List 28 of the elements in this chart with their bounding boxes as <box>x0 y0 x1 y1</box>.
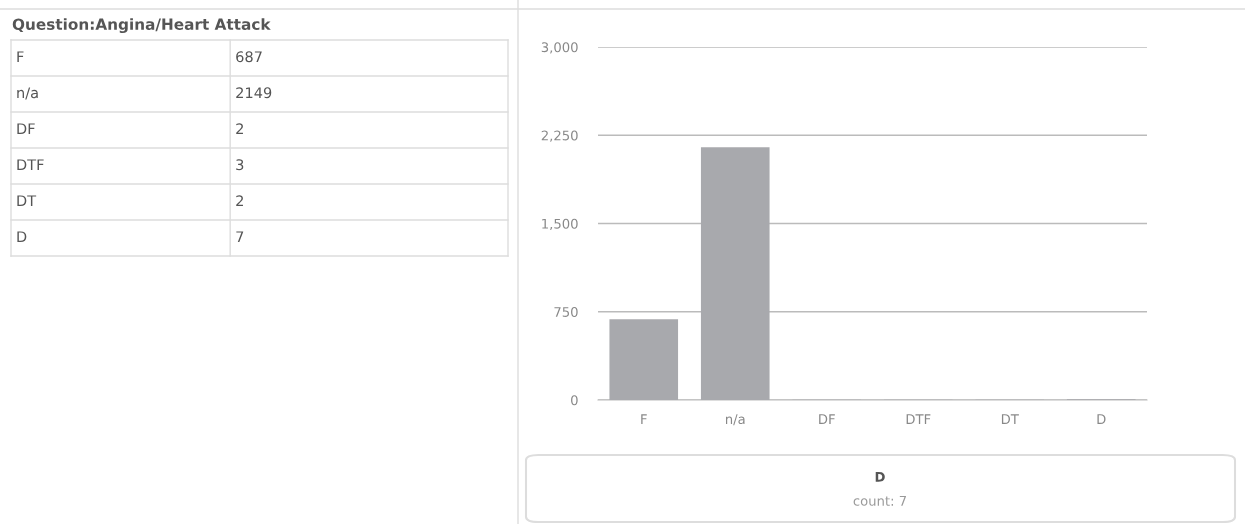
category-label: D <box>17 231 27 243</box>
data-label: 2 <box>236 195 243 207</box>
bar <box>609 319 679 400</box>
text: Question:Angina/Heart Attack <box>12 18 271 34</box>
bar <box>700 147 770 400</box>
x-tick-label: DF <box>819 414 835 424</box>
data-label: 7 <box>236 231 244 243</box>
category-label: DF <box>17 123 35 135</box>
y-tick-label: 750 <box>554 306 578 317</box>
category-label: n/a <box>17 87 38 100</box>
text: D <box>875 472 885 482</box>
y-tick-label: 0 <box>571 395 578 406</box>
text: count: 7 <box>853 496 906 506</box>
x-tick-label: DT <box>1001 414 1019 424</box>
data-label: 687 <box>236 51 262 63</box>
y-tick-label: 3,000 <box>541 42 578 54</box>
category-label: DTF <box>17 159 44 171</box>
x-tick-label: F <box>641 414 647 424</box>
x-tick-label: n/a <box>726 414 745 426</box>
category-label: DT <box>17 195 37 207</box>
category-label: F <box>17 51 24 63</box>
y-tick-label: 2,250 <box>541 130 578 142</box>
data-label: 2 <box>236 123 243 135</box>
y-tick-label: 1,500 <box>542 218 578 231</box>
x-tick-label: D <box>1097 414 1106 424</box>
data-label: 3 <box>236 159 244 171</box>
data-label: 2149 <box>236 87 272 99</box>
x-tick-label: DTF <box>906 414 931 424</box>
